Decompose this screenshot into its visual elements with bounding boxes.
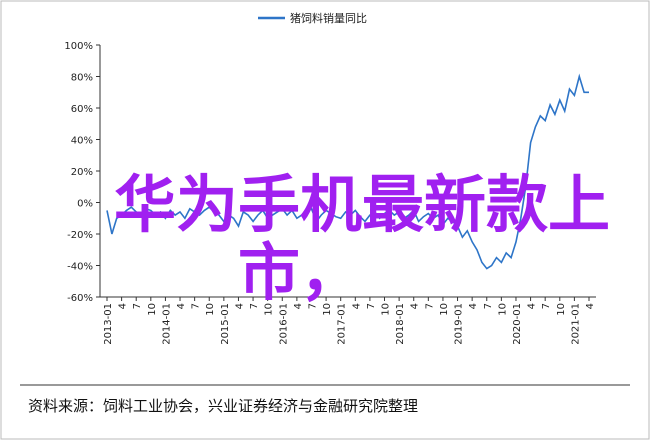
x-tick-label: 10	[497, 303, 508, 316]
source: 资料来源：饲料工业协会，兴业证券经济与金融研究院整理	[28, 397, 418, 415]
y-tick-label: -40%	[67, 262, 93, 273]
x-tick-label: 2018-01	[395, 303, 406, 345]
x-tick-label: 10	[264, 303, 275, 316]
x-tick-label: 2014-01	[161, 303, 172, 345]
y-tick-label: 80%	[71, 73, 93, 84]
x-tick-label: 10	[556, 303, 567, 316]
y-tick-label: -20%	[67, 230, 93, 241]
x-tick-label: 2017-01	[337, 303, 348, 345]
x-tick-label: 2020-01	[512, 303, 523, 345]
x-tick-label: 4	[410, 303, 421, 309]
x-tick-label: 4	[234, 303, 245, 309]
x-tick-label: 7	[541, 303, 552, 309]
x-tick-label: 7	[366, 303, 377, 309]
x-tick-label: 7	[249, 303, 260, 309]
x-tick-label: 4	[468, 303, 479, 309]
x-tick-label: 10	[439, 303, 450, 316]
y-tick-label: 0%	[77, 199, 93, 210]
y-tick-label: 40%	[71, 136, 93, 147]
overlay-text: 市，	[238, 236, 362, 309]
y-tick-label: -60%	[67, 293, 93, 304]
x-tick-label: 7	[424, 303, 435, 309]
x-tick-label: 2021-01	[570, 303, 581, 345]
x-tick-label: 4	[351, 303, 362, 309]
series-line	[106, 73, 589, 270]
x-tick-label: 2019-01	[454, 303, 465, 345]
x-tick-label: 7	[132, 303, 143, 309]
x-tick-label: 4	[118, 303, 129, 309]
overlay-text: 华为手机最新款上	[114, 168, 610, 241]
x-tick-label: 2013-01	[103, 303, 114, 345]
x-tick-label: 4	[176, 303, 187, 309]
y-tick-label: 100%	[64, 41, 93, 52]
x-tick-label: 10	[381, 303, 392, 316]
x-tick-label: 7	[191, 303, 202, 309]
x-tick-label: 7	[307, 303, 318, 309]
x-tick-label: 7	[483, 303, 494, 309]
x-tick-label: 10	[147, 303, 158, 316]
x-tick-label: 10	[322, 303, 333, 316]
x-tick-label: 2015-01	[220, 303, 231, 345]
x-tick-label: 4	[293, 303, 304, 309]
legend-label: 猪饲料销量同比	[290, 11, 367, 25]
x-tick-label: 4	[527, 303, 538, 309]
y-tick-label: 20%	[71, 167, 93, 178]
y-tick-label: 60%	[71, 104, 93, 115]
x-tick-label: 2016-01	[278, 303, 289, 345]
x-tick-label: 4	[585, 303, 596, 309]
x-tick-label: 10	[205, 303, 216, 316]
